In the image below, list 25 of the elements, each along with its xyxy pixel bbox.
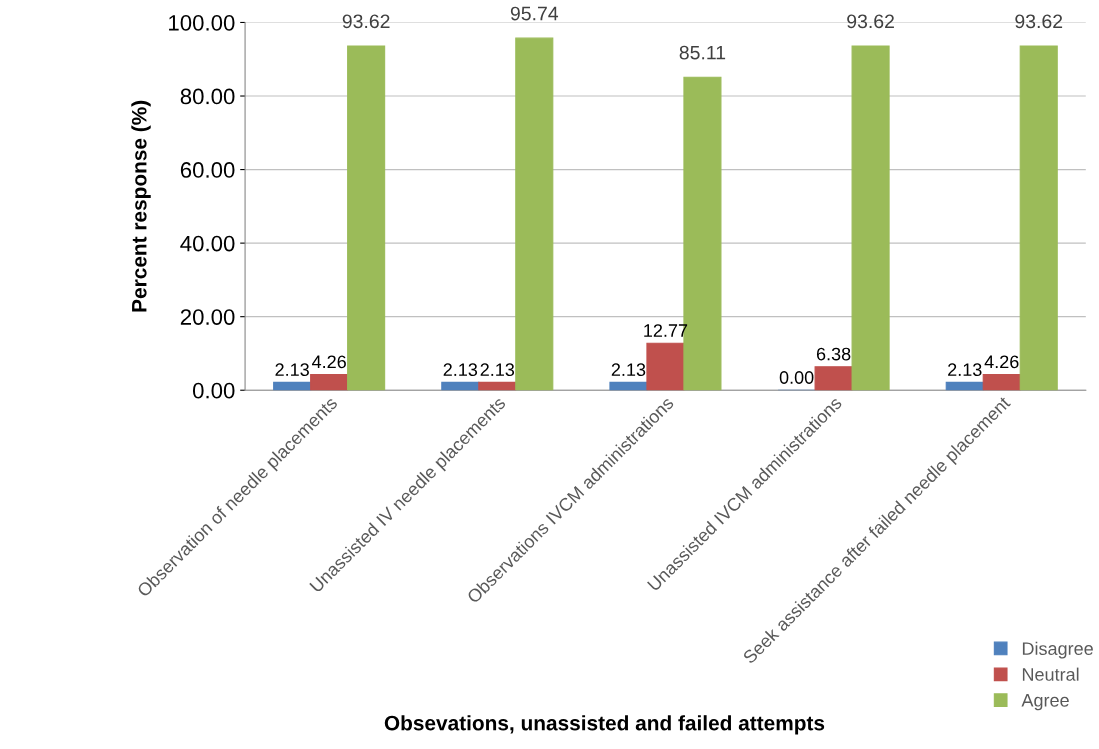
y-tick-label: 40.00 (180, 235, 235, 252)
y-tick-label: 20.00 (180, 309, 235, 325)
y-tick-label: 0.00 (192, 382, 235, 399)
data-label: 93.62 (847, 14, 894, 29)
data-label: 2.13 (275, 363, 309, 377)
y-tick-label: 80.00 (180, 88, 235, 105)
y-tick-label: 100.00 (169, 15, 235, 31)
y-tick-label: 60.00 (180, 162, 235, 178)
data-label: 2.13 (443, 363, 478, 377)
legend-label: Agree (1021, 694, 1069, 711)
data-label: 4.26 (984, 355, 1019, 369)
x-axis-title: Obsevations, unassisted and failed attempts (384, 715, 825, 735)
y-axis-title: Percent response (%) (131, 100, 151, 312)
data-label: 4.26 (312, 355, 346, 369)
data-label: 2.13 (480, 363, 515, 377)
data-label: 0.00 (779, 371, 814, 384)
legend-label: Disagree (1022, 641, 1093, 659)
data-label: 6.38 (816, 347, 851, 361)
data-label: 85.11 (679, 45, 726, 60)
data-label: 93.62 (342, 14, 390, 29)
data-label: 93.62 (1015, 14, 1063, 29)
data-label: 2.13 (611, 363, 646, 377)
data-label: 95.74 (510, 6, 559, 21)
legend-label: Neutral (1022, 667, 1079, 681)
data-label: 2.13 (948, 363, 982, 377)
